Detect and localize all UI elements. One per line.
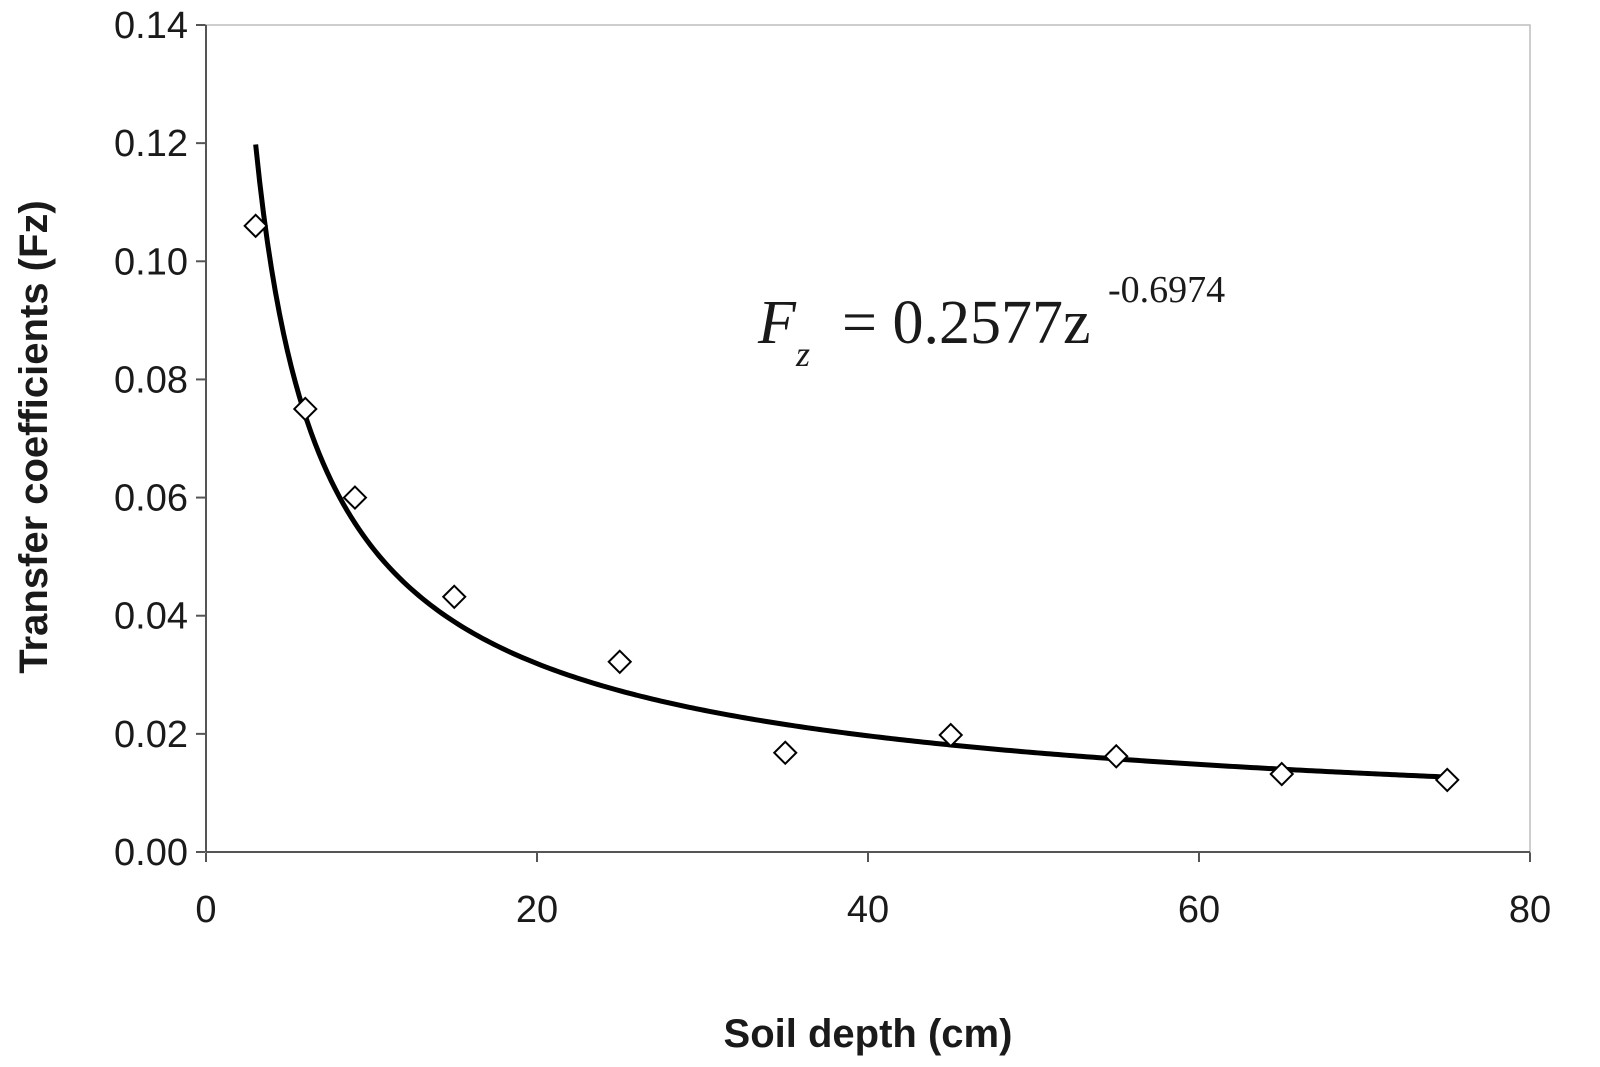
- data-point: [243, 213, 269, 239]
- data-point: [342, 485, 368, 510]
- data-point: [292, 396, 318, 422]
- x-tick-label: 20: [516, 889, 558, 931]
- y-tick-label: 0.00: [114, 832, 188, 874]
- y-tick-label: 0.04: [114, 596, 188, 638]
- data-point: [1434, 767, 1460, 793]
- data-point: [1103, 743, 1129, 769]
- fit-equation: F z = 0.2577z -0.6974: [757, 269, 1225, 374]
- data-point: [938, 722, 964, 748]
- data-point: [607, 649, 633, 675]
- x-tick-label: 60: [1178, 889, 1220, 931]
- equation-lhs-subscript: z: [795, 334, 810, 374]
- fit-layer: [253, 144, 1448, 780]
- x-axis-ticks: 0 20 40 60 80: [195, 852, 1551, 931]
- x-tick-label: 80: [1509, 889, 1551, 931]
- data-point: [1269, 761, 1295, 787]
- data-point: [772, 740, 798, 766]
- data-points: [243, 213, 1460, 793]
- power-fit-curve: [253, 144, 1448, 780]
- y-tick-label: 0.14: [114, 5, 188, 47]
- y-axis-ticks: 0.00 0.02 0.04 0.06 0.08 0.10 0.12 0.14: [114, 5, 206, 874]
- equation-exponent: -0.6974: [1108, 269, 1225, 311]
- equation-rhs: = 0.2577z: [842, 289, 1090, 357]
- plot-frame: [205, 24, 1531, 853]
- y-tick-label: 0.10: [114, 241, 188, 283]
- x-tick-label: 0: [195, 889, 216, 931]
- data-point: [441, 584, 467, 610]
- x-tick-label: 40: [847, 889, 889, 931]
- y-axis-title: Transfer coefficients (Fz): [12, 200, 56, 673]
- y-tick-label: 0.12: [114, 123, 188, 165]
- y-tick-label: 0.06: [114, 478, 188, 520]
- equation-lhs: F: [757, 289, 797, 357]
- y-tick-label: 0.08: [114, 359, 188, 401]
- x-axis-title: Soil depth (cm): [724, 1012, 1013, 1056]
- y-tick-label: 0.02: [114, 714, 188, 756]
